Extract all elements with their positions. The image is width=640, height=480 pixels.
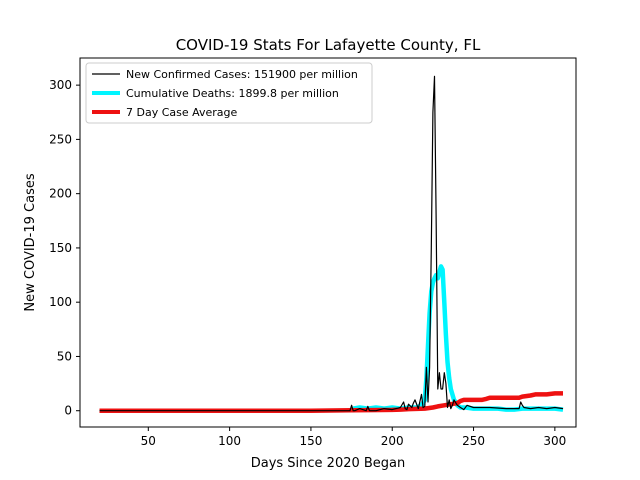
legend-box <box>85 62 373 124</box>
x-tick-label: 100 <box>218 434 241 448</box>
y-axis: 0 50 100 150 200 250 300 <box>49 78 80 418</box>
y-tick-label: 100 <box>49 295 72 309</box>
y-tick-label: 150 <box>49 241 72 255</box>
legend-label-deaths: Cumulative Deaths: 1899.8 per million <box>126 87 339 100</box>
x-tick-label: 250 <box>462 434 485 448</box>
y-axis-label: New COVID-19 Cases <box>23 173 38 311</box>
series-new-cases-line <box>99 75 564 412</box>
chart-title: COVID-19 Stats For Lafayette County, FL <box>176 36 481 54</box>
x-axis-label: Days Since 2020 Began <box>251 456 406 471</box>
y-tick-label: 0 <box>64 404 72 418</box>
x-tick-label: 200 <box>381 434 404 448</box>
y-tick-label: 300 <box>49 78 72 92</box>
series-layer <box>99 75 564 413</box>
x-tick-label: 50 <box>141 434 156 448</box>
series-cumulative-deaths-line <box>352 264 564 412</box>
x-tick-label: 300 <box>543 434 566 448</box>
x-axis: 50 100 150 200 250 300 <box>141 427 566 448</box>
series-7day-average-line <box>99 391 563 413</box>
legend: New Confirmed Cases: 151900 per million … <box>85 62 373 124</box>
x-tick-label: 150 <box>299 434 322 448</box>
legend-label-7day-average: 7 Day Case Average <box>126 106 238 119</box>
y-tick-label: 250 <box>49 132 72 146</box>
y-tick-label: 50 <box>57 349 72 363</box>
plot-area-frame <box>79 57 577 428</box>
legend-label-new-cases: New Confirmed Cases: 151900 per million <box>126 68 358 81</box>
y-tick-label: 200 <box>49 187 72 201</box>
